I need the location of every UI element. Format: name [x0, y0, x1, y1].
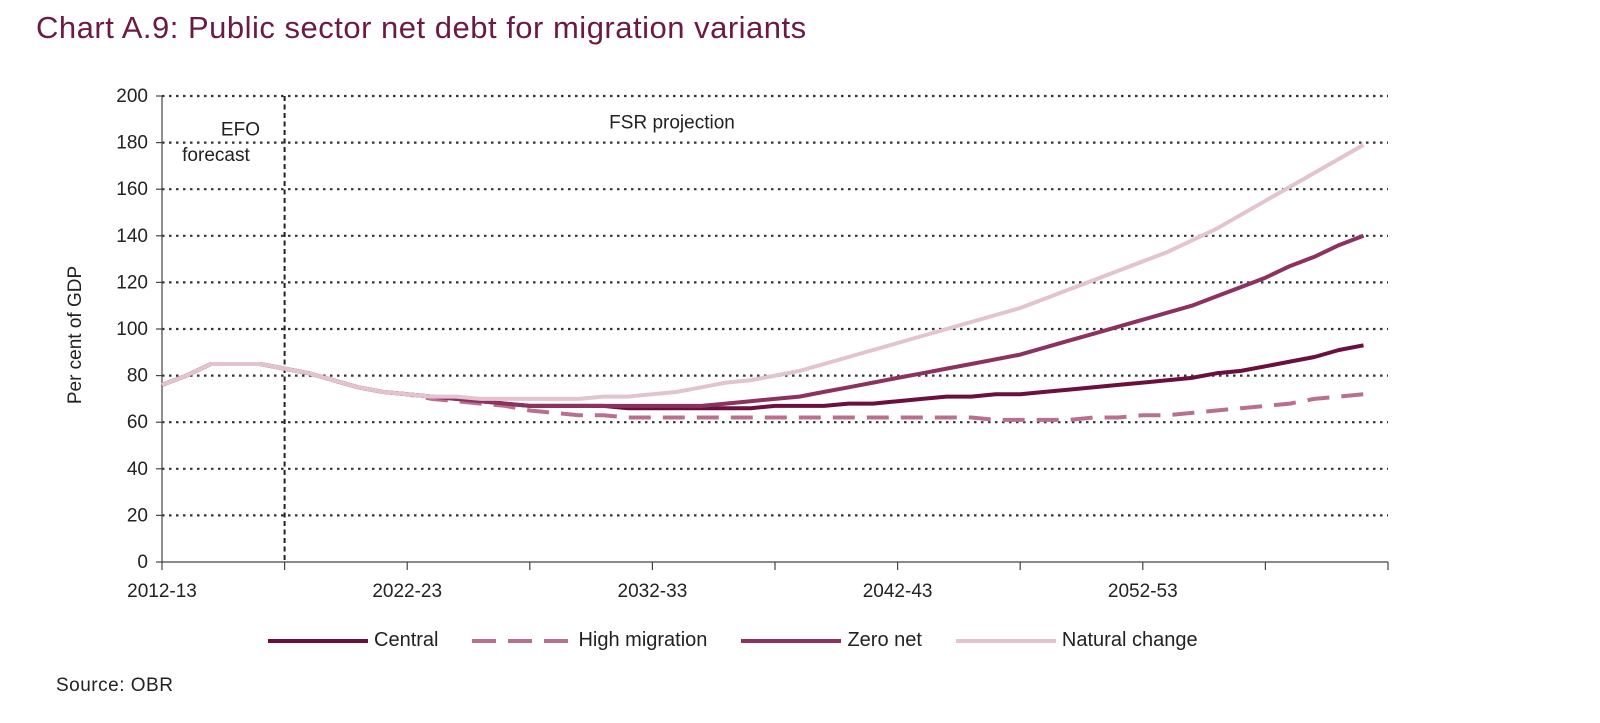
source-note: Source: OBR: [56, 675, 174, 696]
series-line-natural-change: [161, 143, 1365, 401]
legend-swatch-high-migration: [472, 638, 573, 643]
y-tick-label-60: 60: [127, 412, 148, 433]
series-layer: [161, 143, 1365, 422]
legend-label-high-migration: High migration: [578, 629, 708, 651]
legend-label-central: Central: [374, 629, 439, 651]
y-tick-label-80: 80: [127, 366, 148, 387]
legend-swatch-zero-net: [741, 638, 842, 643]
x-tick-label-2012-13: 2012-13: [127, 581, 197, 602]
annotation-1: forecast: [182, 145, 250, 166]
legend-item-high-migration: High migration: [472, 629, 707, 652]
legend-label-zero-net: Zero net: [847, 629, 922, 651]
y-axis-label: Per cent of GDP: [65, 266, 86, 404]
y-tick-label-140: 140: [116, 226, 148, 247]
y-tick-label-200: 200: [116, 86, 148, 107]
grid-layer: [162, 94, 1388, 517]
axis-layer: 0 20 40 60 80 100 120 140 160 180 200 2012-13 2022-2…: [116, 86, 1389, 602]
chart-title: Chart A.9: Public sector net debt for mi…: [36, 10, 807, 45]
legend-swatch-central: [268, 638, 368, 643]
legend-swatch-natural-change: [955, 638, 1056, 643]
x-tick-label-2022-23: 2022-23: [372, 581, 442, 602]
annotation-2: FSR projection: [609, 113, 735, 134]
x-tick-label-2032-33: 2032-33: [618, 581, 688, 602]
legend-item-zero-net: Zero net: [741, 629, 922, 652]
y-tick-label-180: 180: [116, 133, 148, 154]
y-tick-label-100: 100: [116, 319, 148, 340]
y-tick-label-120: 120: [116, 272, 148, 293]
y-tick-label-160: 160: [116, 179, 148, 200]
series-line-high-migration: [161, 362, 1364, 422]
annotation-layer: EFO forecast FSR projection: [182, 113, 735, 167]
y-tick-label-0: 0: [137, 552, 148, 573]
y-tick-label-40: 40: [127, 459, 148, 480]
y-tick-label-20: 20: [127, 505, 148, 526]
legend-item-central: Central: [268, 629, 438, 652]
legend-label-natural-change: Natural change: [1061, 629, 1198, 651]
annotation-0: EFO: [221, 120, 260, 141]
x-tick-label-2052-53: 2052-53: [1108, 581, 1178, 602]
x-tick-label-2042-43: 2042-43: [863, 581, 933, 602]
legend: Central High migration Zero net Natural cha…: [268, 629, 1232, 652]
legend-item-natural-change: Natural change: [955, 629, 1198, 652]
